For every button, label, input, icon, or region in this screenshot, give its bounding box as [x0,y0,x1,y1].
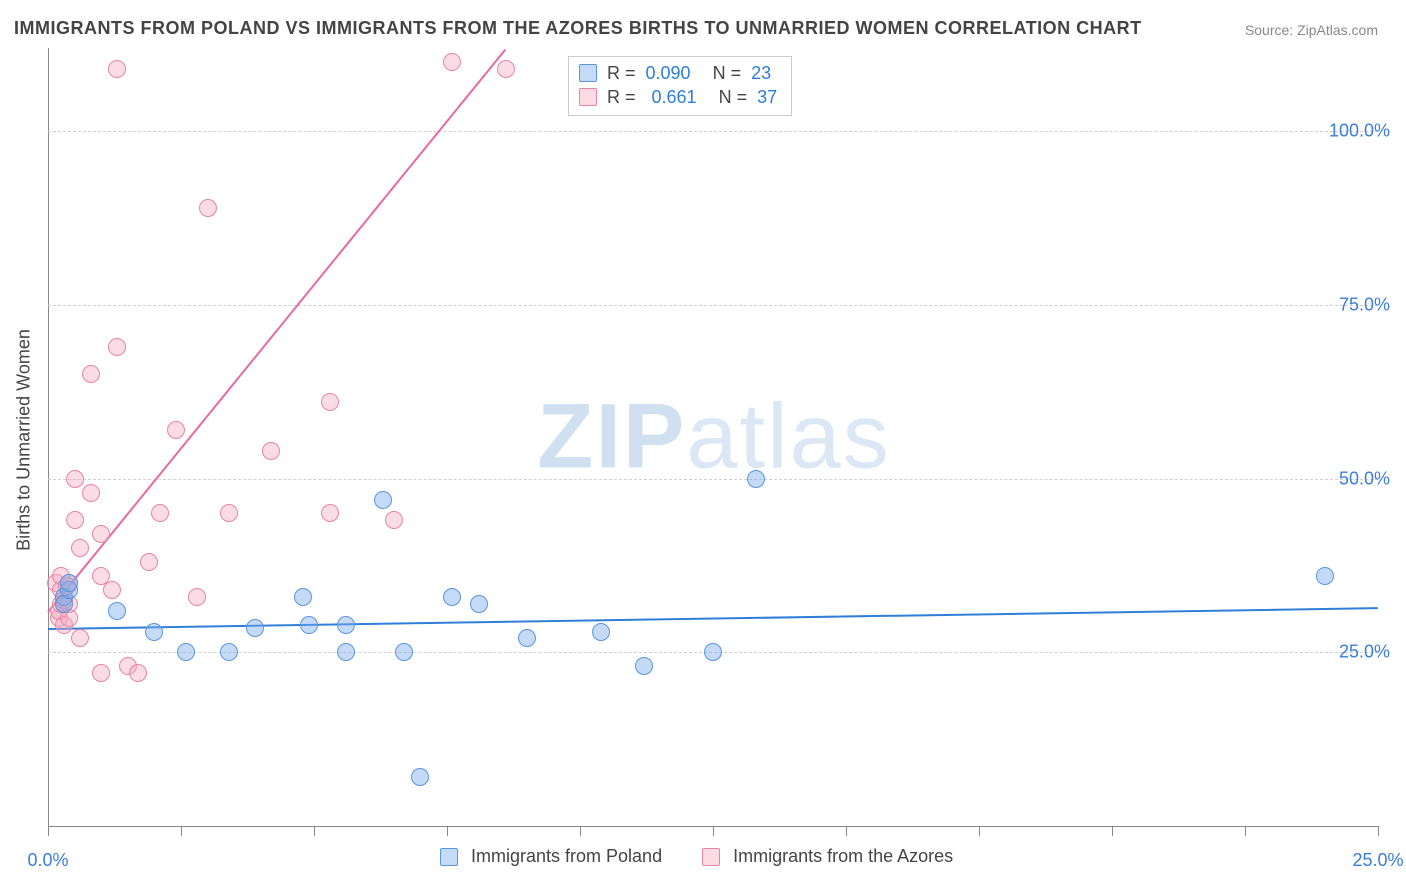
watermark: ZIPatlas [537,385,890,490]
legend-item-azores: Immigrants from the Azores [702,846,953,867]
y-tick-label: 50.0% [1339,468,1390,489]
point-poland [592,623,610,641]
stats-row-poland: R = 0.090 N = 23 [579,61,777,85]
azores-n-value: 37 [757,85,777,109]
correlation-stats-box: R = 0.090 N = 23 R = 0.661 N = 37 [568,56,792,116]
poland-n-value: 23 [751,61,771,85]
watermark-zip: ZIP [537,386,686,488]
point-poland [145,623,163,641]
x-tick [1378,826,1379,836]
point-azores [262,442,280,460]
n-label: N = [713,61,742,85]
point-azores [71,629,89,647]
x-tick [181,826,182,836]
x-tick-label: 25.0% [1352,850,1403,871]
point-poland [395,643,413,661]
point-poland [704,643,722,661]
chart-title: IMMIGRANTS FROM POLAND VS IMMIGRANTS FRO… [14,18,1142,39]
point-azores [497,60,515,78]
point-poland [177,643,195,661]
x-tick-label: 0.0% [27,850,68,871]
n-label: N = [719,85,748,109]
point-azores [82,484,100,502]
point-poland [518,629,536,647]
swatch-pink-icon [702,848,720,866]
r-label: R = [607,61,636,85]
point-poland [300,616,318,634]
y-tick-label: 75.0% [1339,295,1390,316]
gridline-h [48,479,1378,480]
point-poland [60,574,78,592]
watermark-atlas: atlas [686,386,890,488]
legend-azores-label: Immigrants from the Azores [733,846,953,866]
swatch-blue-icon [440,848,458,866]
point-azores [199,199,217,217]
x-tick [846,826,847,836]
point-poland [220,643,238,661]
legend-item-poland: Immigrants from Poland [440,846,662,867]
point-azores [151,504,169,522]
gridline-h [48,305,1378,306]
x-tick [1245,826,1246,836]
point-azores [321,393,339,411]
x-tick [979,826,980,836]
point-azores [108,60,126,78]
swatch-blue-icon [579,64,597,82]
point-azores [443,53,461,71]
point-poland [337,616,355,634]
legend-poland-label: Immigrants from Poland [471,846,662,866]
point-poland [108,602,126,620]
x-tick [1112,826,1113,836]
point-poland [337,643,355,661]
r-label: R = [607,85,636,109]
swatch-pink-icon [579,88,597,106]
gridline-h [48,131,1378,132]
point-poland [246,619,264,637]
stats-row-azores: R = 0.661 N = 37 [579,85,777,109]
point-poland [443,588,461,606]
point-azores [188,588,206,606]
y-axis-title: Births to Unmarried Women [14,329,35,551]
point-poland [294,588,312,606]
point-azores [66,470,84,488]
point-poland [635,657,653,675]
poland-r-value: 0.090 [646,61,691,85]
source-attribution: Source: ZipAtlas.com [1245,22,1378,38]
x-tick [48,826,49,836]
point-poland [374,491,392,509]
point-azores [220,504,238,522]
y-tick-label: 100.0% [1329,121,1390,142]
point-azores [71,539,89,557]
y-tick-label: 25.0% [1339,642,1390,663]
point-poland [747,470,765,488]
point-azores [385,511,403,529]
point-azores [167,421,185,439]
point-azores [108,338,126,356]
point-azores [129,664,147,682]
point-poland [1316,567,1334,585]
plot-area: ZIPatlas [48,48,1379,827]
x-tick [713,826,714,836]
point-azores [92,664,110,682]
azores-r-value: 0.661 [652,85,697,109]
point-azores [103,581,121,599]
point-azores [92,525,110,543]
x-tick [580,826,581,836]
point-azores [140,553,158,571]
point-azores [66,511,84,529]
x-tick [447,826,448,836]
point-azores [321,504,339,522]
legend-bottom: Immigrants from Poland Immigrants from t… [440,846,953,867]
point-poland [470,595,488,613]
x-tick [314,826,315,836]
point-azores [82,365,100,383]
point-poland [411,768,429,786]
